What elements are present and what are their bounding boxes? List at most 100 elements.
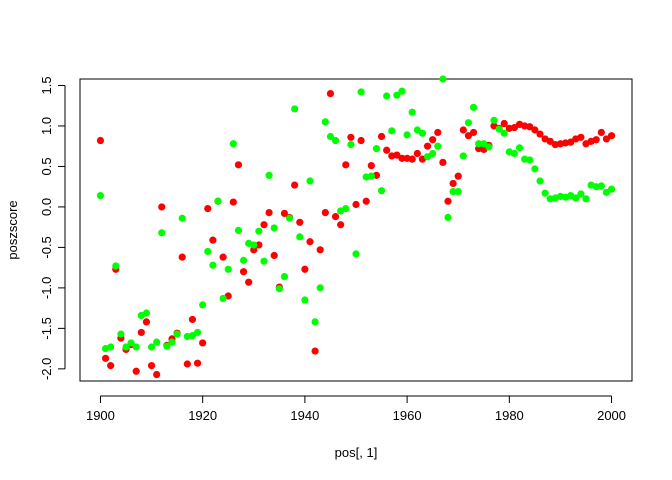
series-2	[96, 75, 616, 353]
data-point	[96, 136, 105, 145]
data-point	[280, 272, 289, 281]
x-tick-label: 1900	[86, 408, 115, 423]
data-point	[291, 105, 299, 113]
data-point	[255, 241, 263, 249]
data-point	[296, 218, 304, 226]
data-point	[383, 146, 391, 154]
data-point	[602, 188, 611, 196]
data-point	[434, 142, 442, 150]
data-point	[541, 189, 549, 197]
y-tick-label: 1.5	[39, 76, 54, 94]
data-point	[464, 132, 473, 140]
data-point	[408, 155, 416, 163]
data-point	[153, 338, 161, 346]
data-point	[260, 257, 268, 265]
data-point	[219, 253, 227, 261]
data-point	[188, 332, 197, 340]
data-point	[444, 213, 452, 222]
y-tick-label: -0.5	[39, 236, 54, 258]
data-point	[127, 339, 135, 347]
data-point	[183, 360, 191, 368]
data-point	[572, 194, 580, 202]
data-point	[444, 197, 452, 205]
data-point	[526, 156, 534, 164]
data-point	[204, 204, 212, 213]
data-point	[311, 318, 319, 326]
data-point	[377, 132, 386, 141]
data-point	[398, 87, 406, 95]
data-point	[107, 343, 115, 351]
data-point	[546, 137, 554, 145]
data-point	[367, 162, 375, 170]
data-points	[96, 75, 616, 379]
data-point	[597, 128, 605, 137]
data-point	[209, 236, 217, 244]
data-point	[229, 198, 237, 206]
data-point	[96, 191, 105, 200]
data-point	[270, 224, 278, 232]
data-point	[239, 268, 248, 276]
data-point	[158, 203, 166, 211]
data-point	[352, 200, 360, 209]
data-point	[377, 187, 386, 195]
data-point	[219, 294, 227, 303]
x-tick-label: 2000	[597, 408, 626, 423]
data-point	[429, 136, 437, 144]
data-point	[602, 135, 611, 143]
data-point	[577, 190, 585, 198]
data-point	[398, 154, 406, 162]
data-point	[500, 119, 508, 128]
data-point	[347, 133, 355, 141]
data-point	[193, 359, 202, 367]
y-tick-label: -1.0	[39, 277, 54, 299]
data-point	[296, 233, 304, 241]
data-point	[193, 328, 202, 337]
data-point	[531, 126, 539, 134]
data-point	[577, 133, 585, 141]
data-point	[393, 151, 401, 159]
data-point	[495, 125, 503, 133]
data-point	[352, 250, 360, 258]
y-tick-label: 0.5	[39, 157, 54, 175]
data-point	[326, 132, 335, 141]
data-point	[239, 256, 248, 264]
data-point	[347, 140, 355, 149]
data-point	[234, 226, 243, 235]
data-point	[459, 152, 467, 160]
data-point	[423, 142, 432, 150]
data-point	[158, 229, 166, 237]
data-point	[337, 221, 345, 229]
data-point	[597, 182, 605, 190]
data-point	[469, 103, 478, 111]
data-point	[178, 214, 186, 222]
data-point	[510, 149, 519, 158]
axes: 1900 1920 1940 1960 1980 2000 -2.0 -1.5 -1.0 -0.5…	[39, 76, 633, 423]
data-point	[163, 342, 171, 350]
data-point	[147, 362, 156, 370]
data-point	[142, 309, 151, 317]
y-tick-label: 1.0	[39, 117, 54, 135]
data-point	[199, 301, 207, 309]
data-point	[372, 145, 381, 153]
data-point	[592, 136, 600, 144]
data-point	[265, 171, 273, 179]
data-point	[485, 143, 493, 151]
data-point	[137, 328, 145, 337]
data-point	[393, 91, 401, 99]
data-point	[429, 149, 437, 158]
data-point	[357, 136, 365, 145]
data-point	[439, 75, 447, 83]
data-point	[311, 347, 319, 355]
data-point	[449, 179, 457, 188]
data-point	[306, 177, 314, 185]
data-point	[515, 144, 524, 152]
data-point	[291, 181, 299, 189]
data-point	[408, 108, 416, 116]
data-point	[270, 251, 278, 260]
data-point	[449, 187, 457, 196]
data-point	[342, 204, 350, 213]
data-point	[301, 265, 309, 273]
data-point	[331, 213, 340, 221]
data-point	[459, 126, 467, 134]
data-point	[362, 197, 370, 205]
